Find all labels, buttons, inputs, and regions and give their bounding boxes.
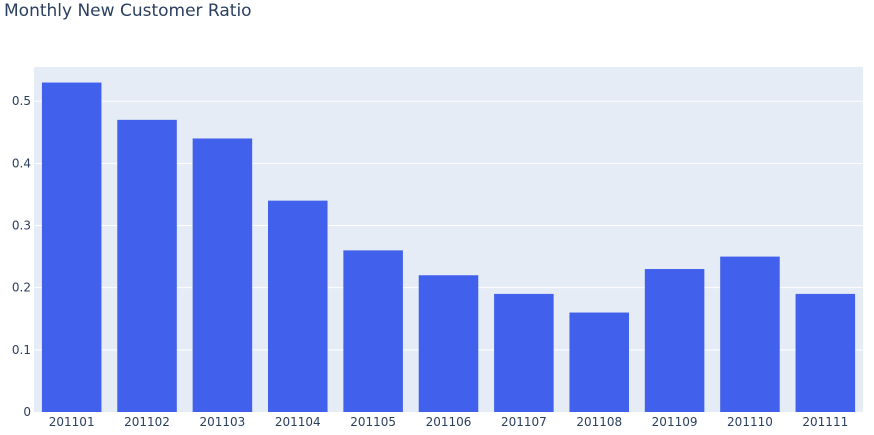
y-tick-label: 0: [23, 405, 31, 419]
x-tick-label: 201109: [652, 415, 698, 429]
x-axis-ticks: 201101 201102 201103 201104 201105 201106 2011…: [49, 415, 848, 429]
y-tick-label: 0.4: [12, 156, 31, 170]
bars: [41, 82, 856, 413]
x-tick-label: 201105: [350, 415, 396, 429]
x-tick-label: 201104: [275, 415, 321, 429]
bar-201104[interactable]: [268, 200, 328, 412]
y-tick-label: 0.5: [12, 94, 31, 108]
x-tick-label: 201103: [200, 415, 246, 429]
x-tick-label: 201111: [802, 415, 848, 429]
x-tick-label: 201101: [49, 415, 95, 429]
y-axis-ticks: 0 0.1 0.2 0.3 0.4 0.5: [12, 94, 31, 419]
y-tick-label: 0.3: [12, 219, 31, 233]
chart-title: Monthly New Customer Ratio: [4, 1, 252, 21]
y-tick-label: 0.1: [12, 343, 31, 357]
x-tick-label: 201106: [426, 415, 472, 429]
bar-201103[interactable]: [192, 138, 253, 412]
bar-201107[interactable]: [494, 293, 554, 412]
x-tick-label: 201108: [576, 415, 622, 429]
bar-201108[interactable]: [569, 312, 629, 412]
bar-201106[interactable]: [418, 275, 479, 412]
x-tick-label: 201107: [501, 415, 547, 429]
y-tick-label: 0.2: [12, 281, 31, 295]
bar-201109[interactable]: [644, 269, 705, 412]
x-tick-label: 201110: [727, 415, 773, 429]
bar-201110[interactable]: [720, 256, 780, 412]
bar-201101[interactable]: [41, 82, 102, 413]
x-tick-label: 201102: [124, 415, 170, 429]
bar-201105[interactable]: [343, 250, 403, 412]
bar-201102[interactable]: [117, 119, 177, 413]
bar-201111[interactable]: [795, 293, 856, 412]
